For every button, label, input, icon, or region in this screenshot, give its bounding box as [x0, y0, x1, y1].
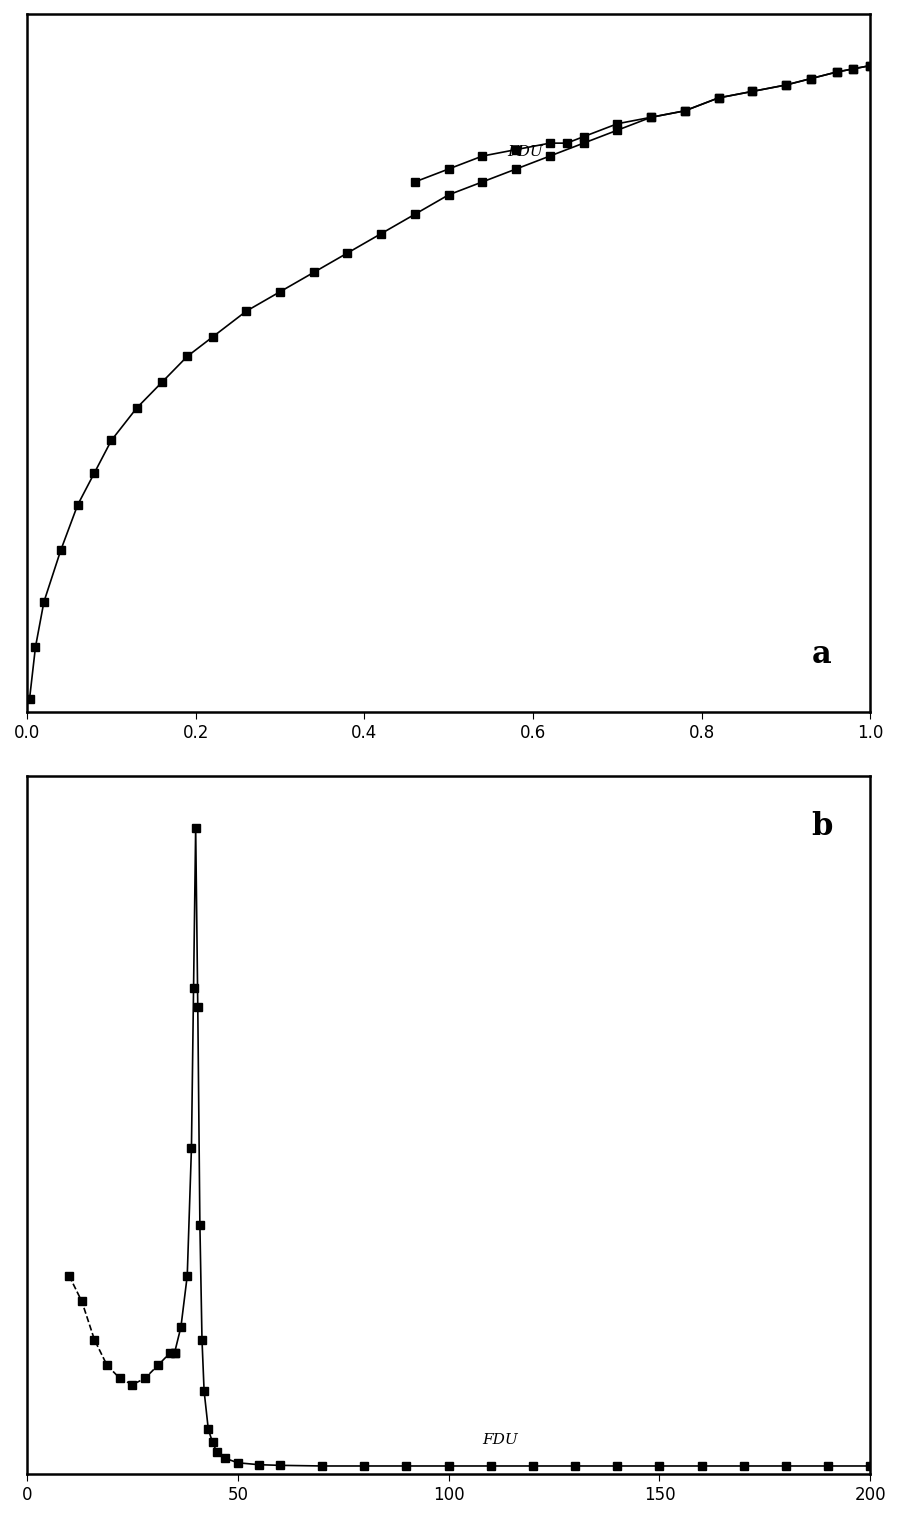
Text: b: b [811, 811, 832, 842]
Text: FDU: FDU [508, 146, 544, 159]
Text: a: a [811, 639, 831, 669]
Text: FDU: FDU [482, 1433, 518, 1447]
